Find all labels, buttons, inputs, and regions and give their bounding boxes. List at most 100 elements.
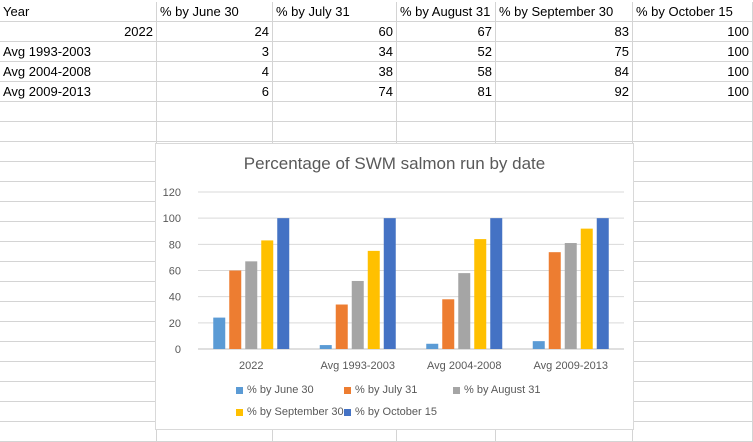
value-cell[interactable]: 6: [157, 82, 273, 102]
bar[interactable]: [277, 218, 290, 349]
value-cell[interactable]: 100: [633, 82, 753, 102]
empty-cell[interactable]: [0, 302, 157, 322]
value-cell[interactable]: 67: [397, 22, 496, 42]
legend-item[interactable]: % by July 31: [344, 384, 417, 396]
bar[interactable]: [335, 304, 348, 349]
empty-cell[interactable]: [0, 402, 157, 422]
empty-cell[interactable]: [0, 122, 157, 142]
legend-item[interactable]: % by August 31: [453, 384, 540, 396]
empty-cell[interactable]: [0, 422, 157, 442]
empty-cell[interactable]: [0, 262, 157, 282]
value-cell[interactable]: 100: [633, 42, 753, 62]
empty-cell[interactable]: [0, 282, 157, 302]
empty-cell[interactable]: [633, 282, 753, 302]
empty-cell[interactable]: [633, 422, 753, 442]
value-cell[interactable]: 58: [397, 62, 496, 82]
header-cell[interactable]: Year: [0, 2, 157, 22]
empty-cell[interactable]: [633, 302, 753, 322]
legend-item[interactable]: % by June 30: [236, 384, 314, 396]
bar[interactable]: [319, 345, 332, 349]
legend-item[interactable]: % by September 30: [236, 406, 344, 418]
bar[interactable]: [474, 239, 487, 349]
value-cell[interactable]: 4: [157, 62, 273, 82]
empty-cell[interactable]: [633, 182, 753, 202]
value-cell[interactable]: 84: [496, 62, 633, 82]
empty-cell[interactable]: [397, 122, 496, 142]
bar[interactable]: [548, 252, 561, 349]
empty-cell[interactable]: [633, 362, 753, 382]
bar[interactable]: [245, 261, 258, 349]
header-cell[interactable]: % by October 15: [633, 2, 753, 22]
x-tick-label: Avg 2009-2013: [534, 360, 608, 372]
bar[interactable]: [367, 250, 380, 349]
value-cell[interactable]: 3: [157, 42, 273, 62]
value-cell[interactable]: 74: [273, 82, 397, 102]
value-cell[interactable]: 75: [496, 42, 633, 62]
empty-cell[interactable]: [496, 102, 633, 122]
bar[interactable]: [490, 218, 503, 349]
bar[interactable]: [213, 317, 226, 349]
bar[interactable]: [458, 273, 471, 349]
empty-cell[interactable]: [0, 382, 157, 402]
bar[interactable]: [351, 280, 364, 349]
value-cell[interactable]: 83: [496, 22, 633, 42]
header-cell[interactable]: % by August 31: [397, 2, 496, 22]
row-label-cell[interactable]: Avg 2004-2008: [0, 62, 157, 82]
bar[interactable]: [596, 218, 609, 349]
value-cell[interactable]: 81: [397, 82, 496, 102]
empty-cell[interactable]: [0, 222, 157, 242]
empty-cell[interactable]: [0, 342, 157, 362]
bar[interactable]: [564, 243, 577, 349]
empty-cell[interactable]: [633, 222, 753, 242]
row-label-cell[interactable]: Avg 2009-2013: [0, 82, 157, 102]
empty-cell[interactable]: [0, 242, 157, 262]
header-cell[interactable]: % by June 30: [157, 2, 273, 22]
header-cell[interactable]: % by September 30: [496, 2, 633, 22]
empty-cell[interactable]: [0, 142, 157, 162]
row-label-cell[interactable]: Avg 1993-2003: [0, 42, 157, 62]
value-cell[interactable]: 34: [273, 42, 397, 62]
chart-plot: 0 20 40 60 80 100 120 2022 Avg 1993-2003 Avg 2004…: [163, 187, 624, 372]
empty-cell[interactable]: [496, 122, 633, 142]
value-cell[interactable]: 60: [273, 22, 397, 42]
value-cell[interactable]: 52: [397, 42, 496, 62]
empty-cell[interactable]: [157, 102, 273, 122]
empty-cell[interactable]: [633, 102, 753, 122]
empty-cell[interactable]: [273, 102, 397, 122]
empty-cell[interactable]: [0, 202, 157, 222]
empty-cell[interactable]: [633, 382, 753, 402]
value-cell[interactable]: 100: [633, 22, 753, 42]
bar[interactable]: [426, 343, 439, 349]
empty-cell[interactable]: [633, 242, 753, 262]
row-label-cell[interactable]: 2022: [0, 22, 157, 42]
bar[interactable]: [580, 228, 593, 349]
empty-cell[interactable]: [633, 202, 753, 222]
empty-cell[interactable]: [633, 122, 753, 142]
empty-cell[interactable]: [397, 102, 496, 122]
empty-cell[interactable]: [633, 162, 753, 182]
bar[interactable]: [442, 299, 455, 349]
empty-cell[interactable]: [633, 402, 753, 422]
header-cell[interactable]: % by July 31: [273, 2, 397, 22]
bar[interactable]: [532, 341, 545, 349]
value-cell[interactable]: 24: [157, 22, 273, 42]
legend-item[interactable]: % by October 15: [344, 406, 437, 418]
empty-cell[interactable]: [0, 102, 157, 122]
embedded-chart[interactable]: Percentage of SWM salmon run by date 0 20…: [155, 143, 634, 430]
empty-cell[interactable]: [633, 142, 753, 162]
empty-cell[interactable]: [157, 122, 273, 142]
empty-cell[interactable]: [0, 162, 157, 182]
empty-cell[interactable]: [273, 122, 397, 142]
value-cell[interactable]: 100: [633, 62, 753, 82]
value-cell[interactable]: 92: [496, 82, 633, 102]
empty-cell[interactable]: [0, 362, 157, 382]
bar[interactable]: [383, 218, 396, 349]
value-cell[interactable]: 38: [273, 62, 397, 82]
empty-cell[interactable]: [633, 262, 753, 282]
bar[interactable]: [261, 240, 274, 349]
bar[interactable]: [229, 270, 242, 350]
empty-cell[interactable]: [0, 322, 157, 342]
empty-cell[interactable]: [0, 182, 157, 202]
empty-cell[interactable]: [633, 322, 753, 342]
empty-cell[interactable]: [633, 342, 753, 362]
